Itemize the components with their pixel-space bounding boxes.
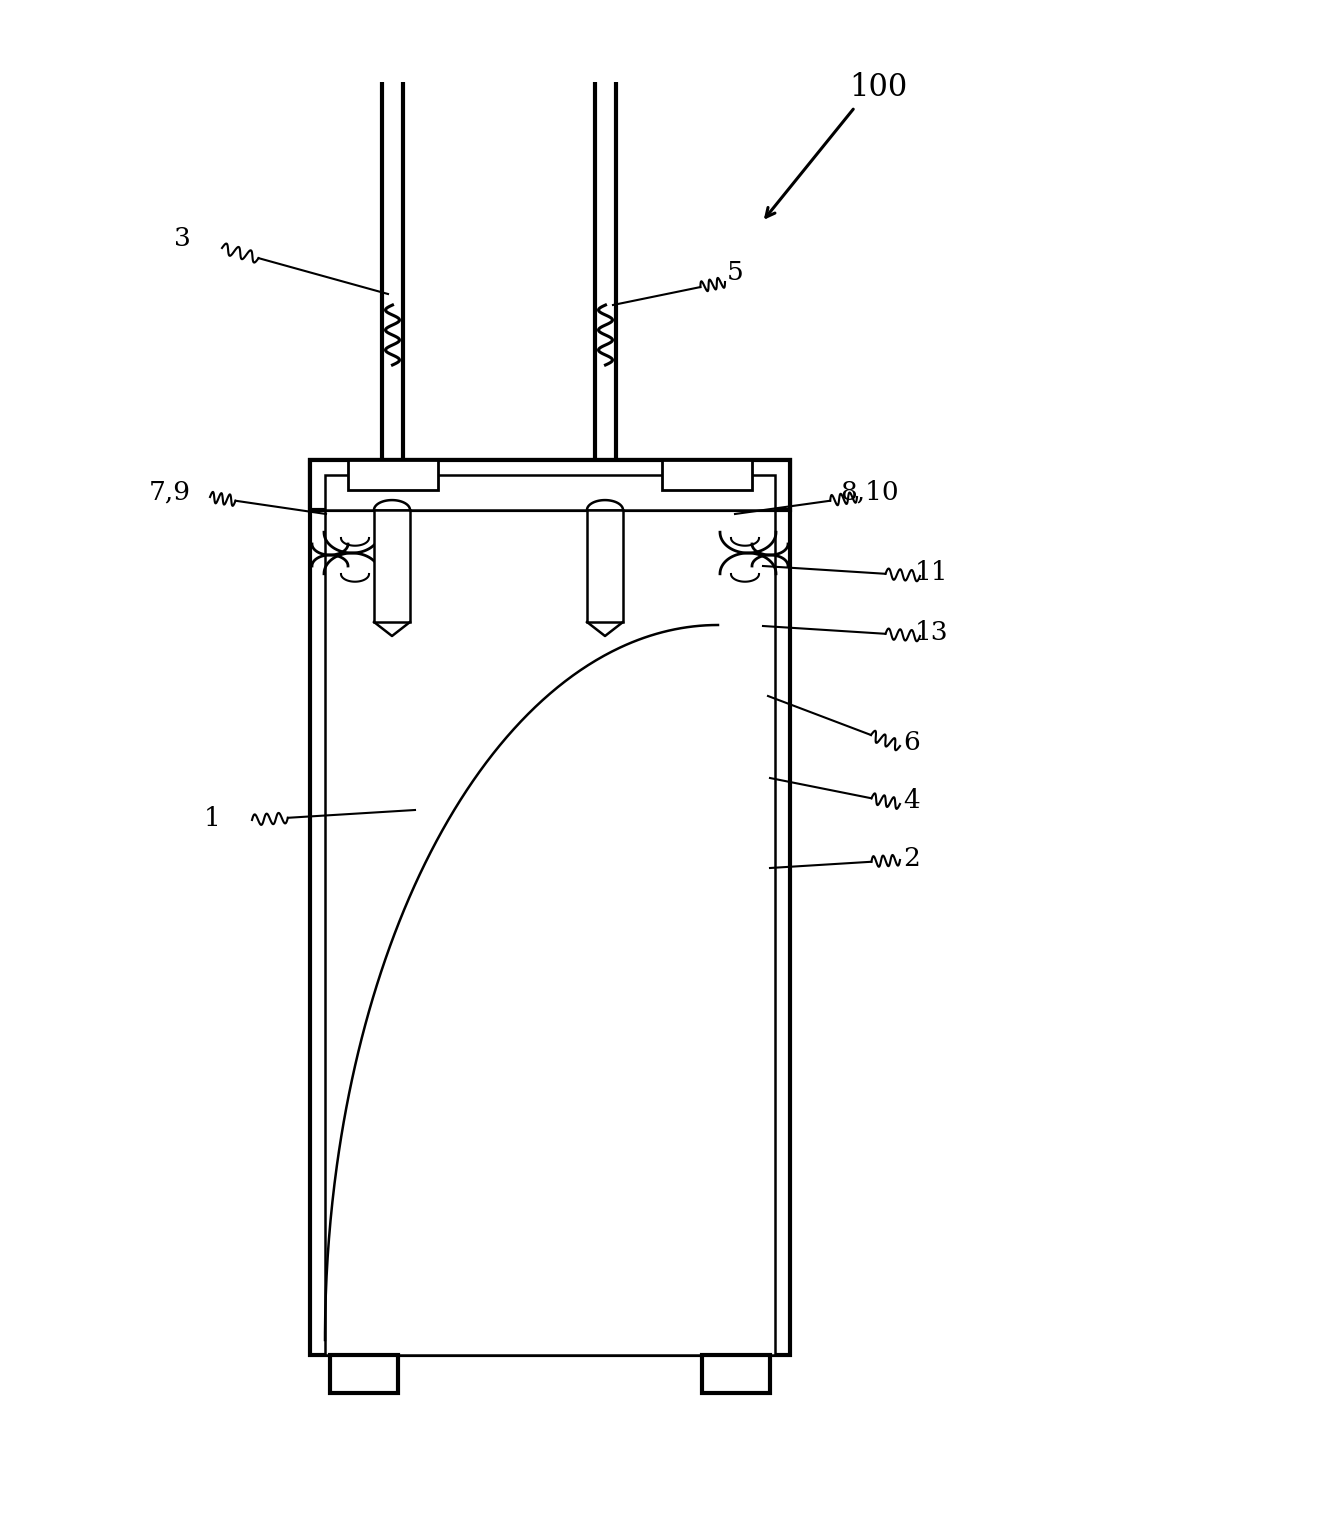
- Bar: [324, 475, 776, 509]
- Bar: [310, 459, 790, 1355]
- Bar: [348, 459, 438, 490]
- Bar: [310, 459, 790, 509]
- Text: 1: 1: [203, 805, 220, 831]
- Text: 11: 11: [915, 559, 948, 585]
- Text: 5: 5: [727, 259, 744, 285]
- Bar: [375, 509, 410, 622]
- Text: 100: 100: [849, 73, 907, 103]
- Text: 3: 3: [174, 226, 190, 250]
- Text: 8,10: 8,10: [840, 479, 900, 505]
- Text: 2: 2: [904, 846, 921, 870]
- Text: 7,9: 7,9: [149, 479, 191, 505]
- Bar: [324, 475, 776, 1355]
- Text: 6: 6: [904, 729, 921, 755]
- Bar: [587, 509, 623, 622]
- Bar: [662, 459, 752, 490]
- Text: 13: 13: [915, 620, 948, 644]
- Text: 4: 4: [904, 787, 921, 813]
- Bar: [702, 1355, 770, 1393]
- Bar: [330, 1355, 398, 1393]
